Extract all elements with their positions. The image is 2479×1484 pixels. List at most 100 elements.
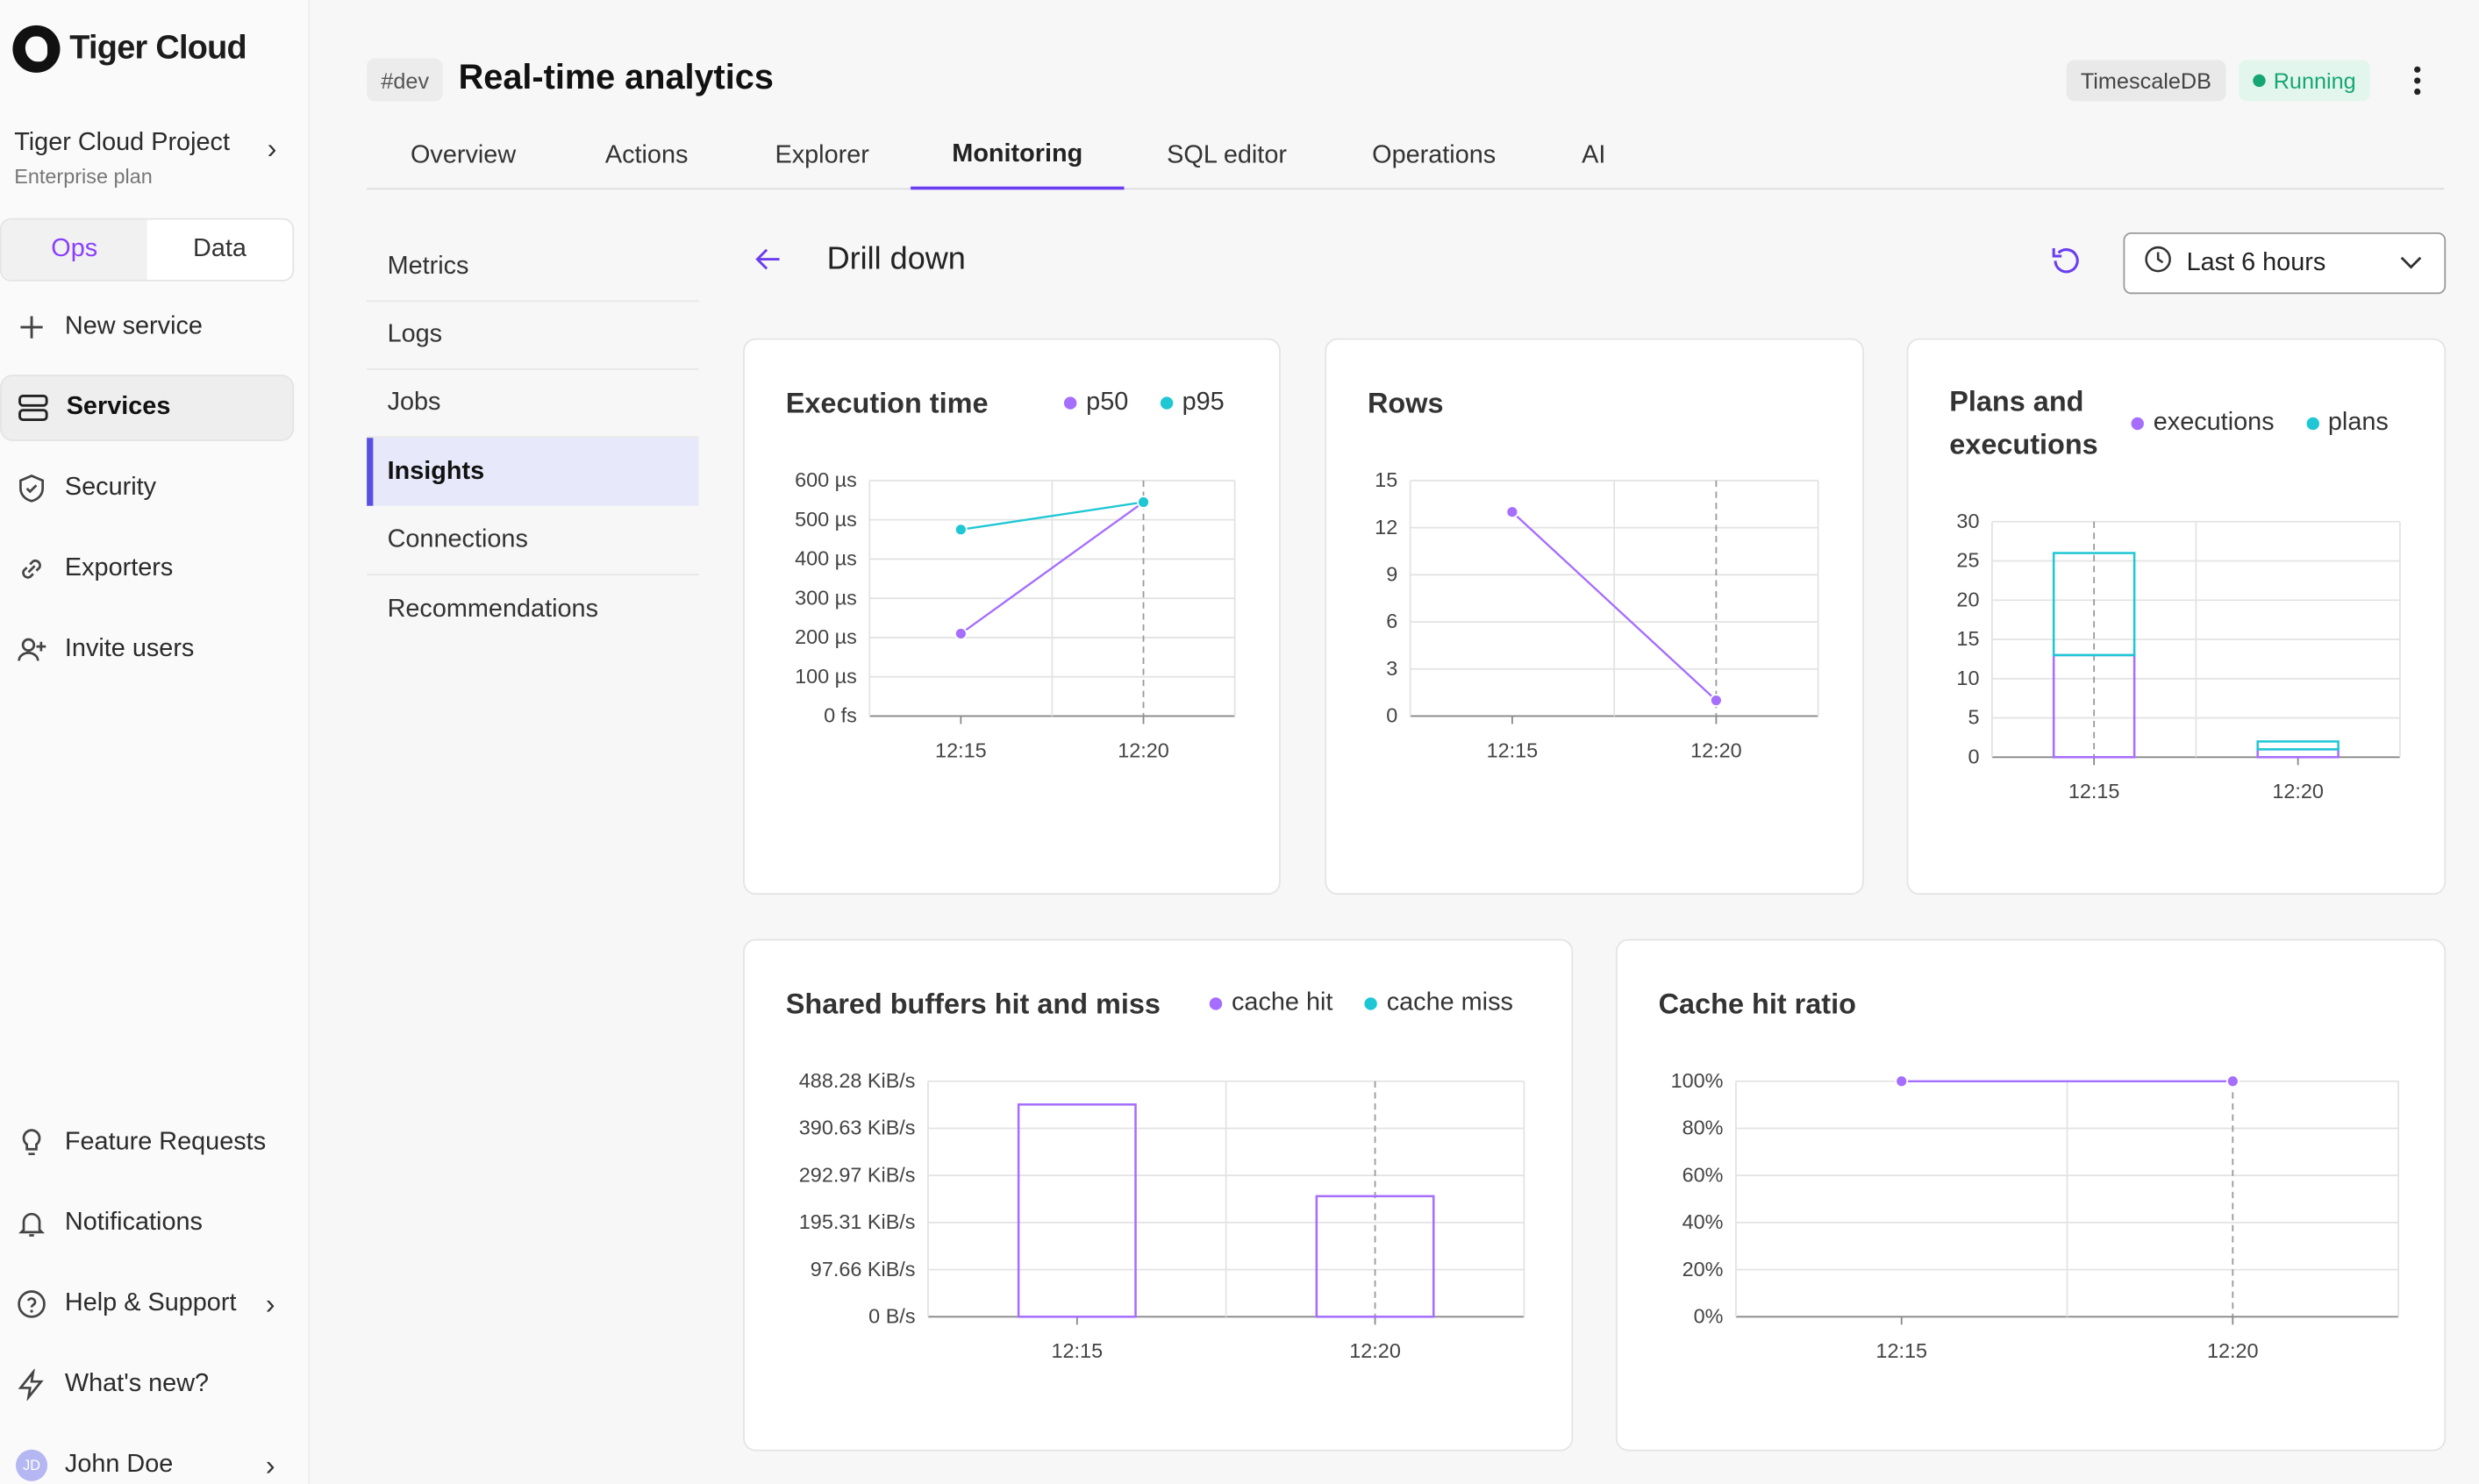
bar-segment — [2052, 552, 2136, 657]
x-tick-label: 12:20 — [2272, 780, 2324, 803]
x-tick-label: 12:15 — [1487, 738, 1539, 761]
data-point — [2225, 1074, 2240, 1088]
x-tick-label: 12:15 — [935, 738, 987, 761]
tab-monitoring[interactable]: Monitoring — [911, 124, 1125, 190]
y-tick-label: 10 — [1956, 667, 1979, 689]
y-tick-label: 5 — [1968, 706, 1979, 729]
sidebar-item-label: New service — [64, 312, 203, 340]
chevron-right-icon: › — [265, 1448, 275, 1480]
subnav-jobs[interactable]: Jobs — [367, 370, 699, 439]
sidebar-item-label: What's new? — [64, 1370, 210, 1398]
y-tick-label: 20 — [1956, 588, 1979, 610]
y-tick-label: 390.63 KiB/s — [799, 1117, 916, 1139]
user-name: John Doe — [64, 1451, 174, 1479]
chart-title: Execution time — [785, 387, 989, 419]
project-plan: Enterprise plan — [14, 164, 153, 189]
y-tick-label: 100% — [1671, 1069, 1724, 1092]
legend-dot-icon — [2305, 417, 2319, 431]
user-plus-icon — [16, 634, 47, 666]
subnav-recommendations[interactable]: Recommendations — [387, 595, 599, 623]
user-menu[interactable]: JD John Doe › — [0, 1432, 294, 1484]
sidebar-item-invite-users[interactable]: Invite users — [0, 617, 294, 683]
y-tick-label: 292.97 KiB/s — [799, 1163, 916, 1186]
x-tick-label: 12:15 — [1052, 1339, 1104, 1362]
x-tick-label: 12:15 — [1875, 1339, 1927, 1362]
project-selector[interactable]: Tiger Cloud Project Enterprise plan › — [14, 130, 282, 189]
status-badge: Running — [2239, 60, 2370, 102]
sidebar-item-label: Help & Support — [64, 1289, 237, 1317]
tab-ai[interactable]: AI — [1582, 142, 1606, 169]
sidebar-item-services[interactable]: Services — [0, 375, 295, 441]
y-tick-label: 25 — [1956, 549, 1979, 572]
zap-icon — [16, 1368, 47, 1401]
sidebar-item-new-service[interactable]: New service — [0, 294, 294, 360]
chart-legend: executions plans — [2131, 410, 2389, 438]
page-title: Real-time analytics — [458, 56, 774, 96]
sidebar-item-label: Feature Requests — [64, 1128, 267, 1156]
help-circle-icon — [16, 1288, 47, 1320]
tab-operations[interactable]: Operations — [1372, 142, 1497, 169]
shared-buffers-chart: 0 B/s 97.66 KiB/s 195.31 KiB/s 292.97 KiB/s… — [799, 1069, 1525, 1362]
series-line — [961, 501, 1144, 532]
sidebar-item-whats-new[interactable]: What's new? — [0, 1352, 294, 1418]
mode-data-button[interactable]: Data — [193, 235, 246, 263]
sidebar-item-label: Invite users — [64, 635, 195, 663]
data-point — [954, 627, 968, 640]
logo[interactable]: Tiger Cloud — [12, 25, 247, 73]
tab-explorer[interactable]: Explorer — [775, 142, 869, 169]
y-tick-label: 0 fs — [824, 704, 857, 727]
y-tick-label: 3 — [1386, 657, 1397, 680]
sidebar-item-help-support[interactable]: Help & Support › — [0, 1271, 294, 1338]
legend-dot-icon — [1364, 997, 1377, 1010]
x-tick-label: 12:20 — [1690, 738, 1742, 761]
sidebar-item-security[interactable]: Security — [0, 455, 294, 522]
subnav-connections[interactable]: Connections — [367, 508, 699, 576]
legend-dot-icon — [1160, 396, 1173, 410]
y-tick-label: 488.28 KiB/s — [799, 1069, 916, 1092]
y-tick-label: 9 — [1386, 563, 1397, 586]
sidebar-item-notifications[interactable]: Notifications — [0, 1190, 294, 1257]
tab-overview[interactable]: Overview — [410, 142, 517, 169]
y-tick-label: 195.31 KiB/s — [799, 1210, 916, 1233]
lightbulb-icon — [16, 1127, 47, 1159]
legend-dot-icon — [1209, 997, 1223, 1010]
data-point — [954, 523, 968, 537]
tab-actions[interactable]: Actions — [604, 142, 689, 169]
y-tick-label: 300 µs — [795, 586, 857, 609]
sidebar-item-feature-requests[interactable]: Feature Requests — [0, 1109, 294, 1176]
status-label: Running — [2273, 68, 2356, 94]
rows-card: Rows 0 3 6 9 12 15 12:15 12:20 — [1325, 338, 1864, 895]
time-range-select[interactable]: Last 6 hours — [2123, 232, 2447, 295]
y-tick-label: 0 B/s — [868, 1305, 915, 1328]
chart-title: Rows — [1367, 387, 1444, 419]
y-tick-label: 0 — [1386, 704, 1397, 727]
back-arrow-icon[interactable] — [753, 244, 784, 285]
refresh-icon[interactable] — [2049, 244, 2084, 279]
legend-label: p95 — [1182, 389, 1225, 417]
y-tick-label: 400 µs — [795, 547, 857, 570]
subnav-logs[interactable]: Logs — [367, 302, 699, 370]
sidebar-item-label: Security — [64, 474, 157, 502]
time-range-value: Last 6 hours — [2186, 248, 2326, 276]
y-tick-label: 80% — [1682, 1117, 1724, 1139]
shared-buffers-card: Shared buffers hit and miss cache hit ca… — [743, 938, 1574, 1452]
subnav-metrics[interactable]: Metrics — [367, 234, 699, 303]
y-tick-label: 500 µs — [795, 508, 857, 531]
sidebar-item-label: Exporters — [64, 554, 174, 582]
mode-ops-button[interactable]: Ops — [1, 219, 147, 281]
x-tick-label: 12:20 — [2207, 1339, 2259, 1362]
bell-icon — [16, 1208, 47, 1239]
y-tick-label: 0 — [1968, 746, 1979, 768]
more-options-icon[interactable] — [2403, 57, 2431, 104]
plans-executions-card: Plans and executions executions plans 0 5… — [1906, 338, 2447, 895]
legend-label: cache hit — [1231, 989, 1333, 1017]
sidebar-item-exporters[interactable]: Exporters — [0, 536, 294, 603]
series-line — [1511, 510, 1718, 702]
sidebar: Tiger Cloud Tiger Cloud Project Enterpri… — [0, 0, 311, 1484]
tab-sql-editor[interactable]: SQL editor — [1167, 142, 1287, 169]
clock-icon — [2144, 245, 2172, 281]
subnav-insights[interactable]: Insights — [367, 438, 699, 506]
y-tick-label: 30 — [1956, 510, 1979, 532]
legend-label: cache miss — [1386, 989, 1513, 1017]
chevron-right-icon: › — [267, 132, 277, 165]
